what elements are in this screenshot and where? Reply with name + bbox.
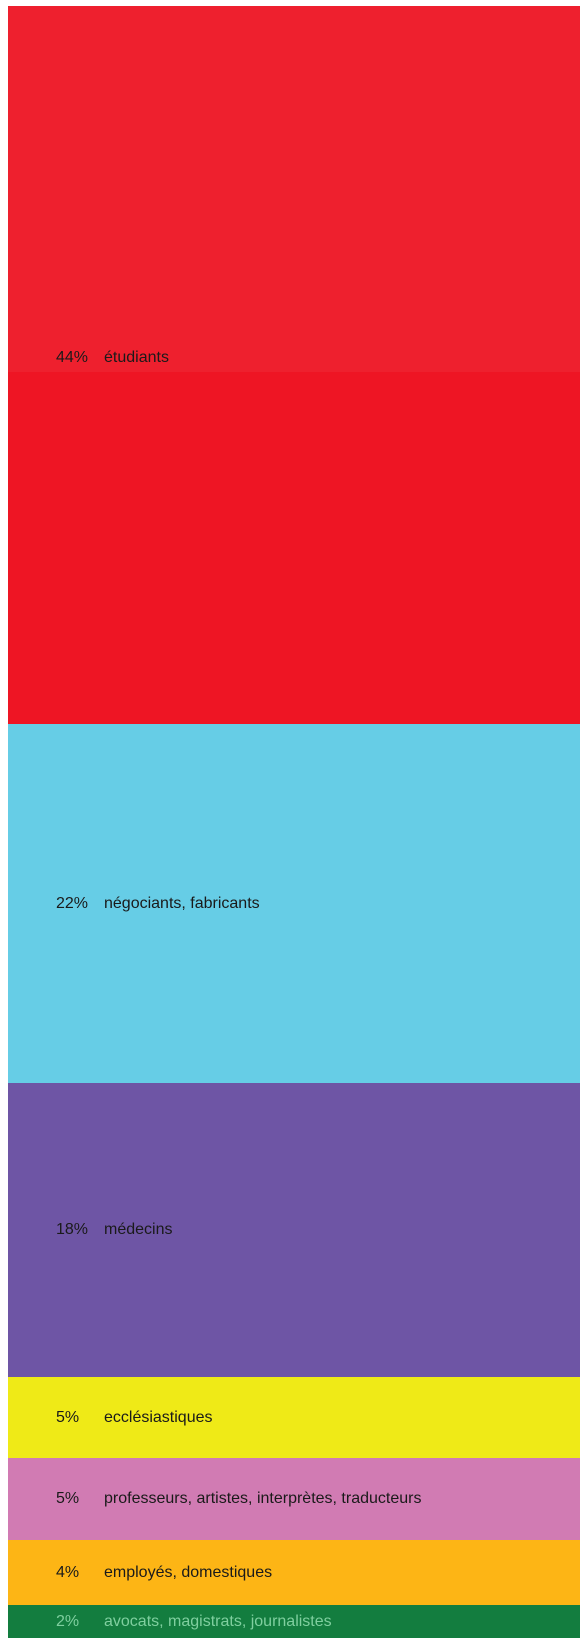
band-1 [8,724,580,1084]
band-label-3: 5% ecclésiastiques [56,1409,213,1427]
value-label: 22% [56,894,89,912]
category-label: étudiants [104,348,169,366]
band-2 [8,1083,580,1377]
category-label: négociants, fabricants [104,894,260,912]
band-label-4: 5% professeurs, artistes, interprètes, tr… [56,1490,421,1508]
band-3 [8,1376,580,1459]
band-label-6: 2% avocats, magistrats, journalistes [56,1613,332,1631]
value-label: 5% [56,1490,80,1508]
band-label-2: 18% médecins [56,1221,172,1239]
band-label-5: 4% employés, domestiques [56,1564,272,1582]
band-label-0: 44% étudiants [56,349,169,367]
band-0 [8,6,580,725]
category-label: professeurs, artistes, interprètes, trad… [104,1490,422,1508]
stacked-proportion-chart: 44% étudiants 22% négociants, fabricants 18%… [8,6,580,1638]
band-6 [8,1605,580,1638]
value-label: 5% [56,1408,80,1426]
band-5 [8,1540,580,1606]
value-label: 44% [56,348,89,366]
category-label: ecclésiastiques [104,1408,213,1426]
category-label: employés, domestiques [104,1563,273,1581]
band-label-1: 22% négociants, fabricants [56,895,260,913]
value-label: 18% [56,1221,89,1238]
value-label: 4% [56,1563,80,1581]
category-label: médecins [104,1221,173,1238]
category-label: avocats, magistrats, journalistes [104,1612,332,1630]
band-4 [8,1458,580,1541]
value-label: 2% [56,1612,80,1630]
